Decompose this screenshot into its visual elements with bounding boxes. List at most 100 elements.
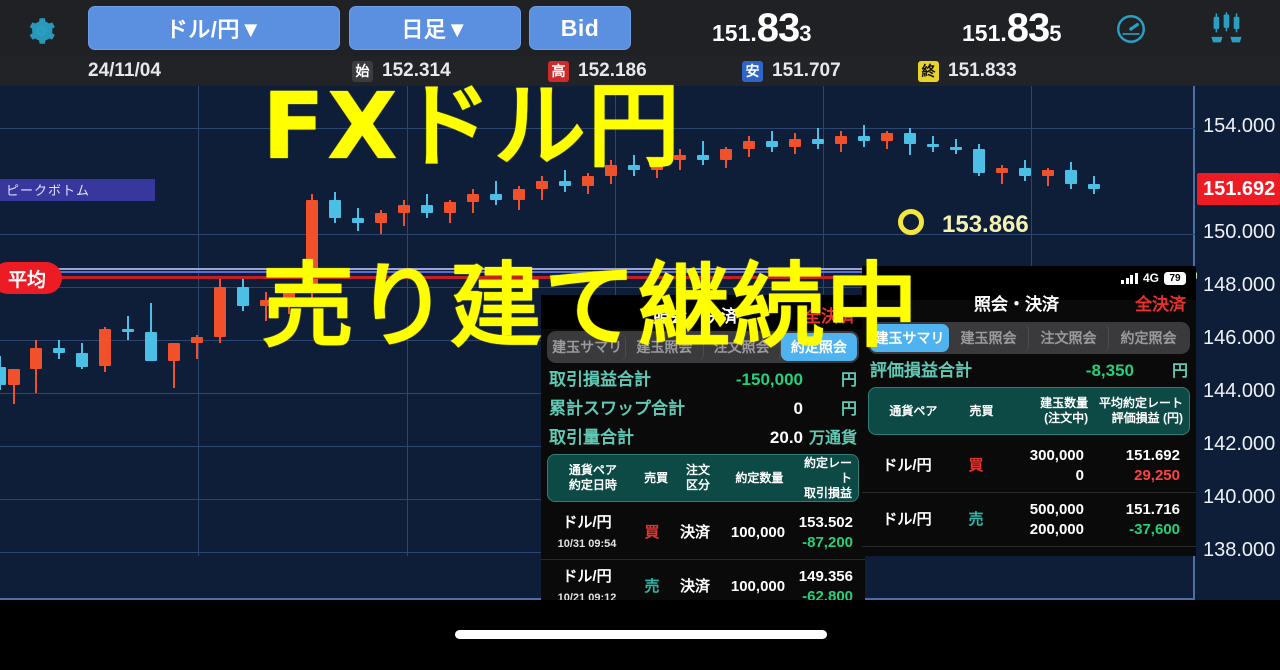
- popup-right-tab-2[interactable]: 注文照会: [1029, 324, 1109, 352]
- price-axis-tick: 138.000: [1203, 539, 1276, 561]
- price-axis-tick: 142.000: [1203, 433, 1276, 455]
- popup-right-summary: 評価損益合計 -8,350 円: [862, 354, 1196, 383]
- table-row[interactable]: ドル/円 買 300,000 0 151.692 29,250: [862, 439, 1196, 493]
- candle-body: [375, 212, 387, 224]
- open-value: 152.314: [382, 60, 451, 81]
- candle-body: [996, 167, 1008, 174]
- popup-left-tab-0[interactable]: 建玉サマリ: [549, 333, 627, 361]
- candle-wick: [955, 138, 957, 155]
- candle-body: [329, 199, 341, 219]
- popup-right-tabs[interactable]: 建玉サマリ 建玉照会 注文照会 約定照会: [868, 322, 1190, 354]
- popup-left-summary-value: 0: [793, 399, 803, 418]
- bid-price-minor: 3: [799, 21, 812, 46]
- open-badge: 始: [352, 60, 373, 82]
- ask-price-minor: 5: [1049, 21, 1062, 46]
- popup-left-col-header: 約定数量: [735, 470, 784, 485]
- average-badge: 平均: [0, 262, 62, 294]
- popup-right-settle-all-button[interactable]: 全決済: [1135, 295, 1186, 314]
- candle-body: [0, 366, 6, 386]
- row-side: 売: [968, 510, 984, 528]
- popup-right-summary-unit: 円: [1171, 363, 1188, 380]
- ask-price-display[interactable]: 151. 83 5: [962, 8, 1062, 48]
- popup-right-tab-0[interactable]: 建玉サマリ: [870, 324, 949, 352]
- ask-price-integer: 151.: [962, 20, 1007, 46]
- candle-wick: [1047, 167, 1049, 187]
- candle-body: [145, 332, 157, 362]
- bid-ask-toggle-button[interactable]: Bid: [529, 6, 631, 50]
- candle-body: [122, 329, 134, 333]
- ohlc-open: 始 152.314: [352, 60, 451, 82]
- network-type-label: 4G: [1142, 271, 1159, 285]
- candle-wick: [150, 302, 152, 354]
- popup-left-summary-row: 取引量合計 20.0 万通貨: [541, 421, 865, 450]
- candle-wick: [13, 377, 15, 404]
- price-axis[interactable]: 151.692 154.000 150.000 148.000 146.000 144.…: [1197, 86, 1280, 600]
- candle-body: [927, 143, 939, 147]
- order-history-popup[interactable]: 照会・決済 全決済 建玉サマリ 建玉照会 注文照会 約定照会 取引損益合計 -150,0…: [541, 295, 865, 600]
- popup-left-summary-value: -150,000: [735, 370, 803, 389]
- popup-right-tab-3[interactable]: 約定照会: [1120, 330, 1177, 346]
- row-quantity: 100,000: [730, 523, 786, 541]
- position-summary-popup[interactable]: 4G 79 照会・決済 全決済 建玉サマリ 建玉照会 注文照会 約定照会 評価損益合計…: [862, 266, 1196, 556]
- timeframe-button[interactable]: 日足▼: [349, 6, 521, 50]
- candle-body: [950, 146, 962, 150]
- candle-body: [168, 342, 180, 362]
- candle-body: [536, 181, 548, 189]
- popup-left-settle-all-button[interactable]: 全決済: [804, 307, 855, 326]
- price-axis-tick: 140.000: [1203, 486, 1276, 508]
- candle-wick: [564, 170, 566, 192]
- battery-level-badge: 79: [1164, 271, 1186, 285]
- popup-right-table-body[interactable]: ドル/円買 300,000 0 151.692 29,250 ドル/円売 500,000 20…: [862, 439, 1196, 547]
- trading-app: ドル/円▼ 日足▼ Bid 151. 83 3 151. 83 5: [0, 0, 1280, 600]
- last-price-line: [0, 276, 1195, 279]
- popup-left-col-header: 約定レート 取引損益: [803, 455, 852, 500]
- popup-left-tab-1[interactable]: 建玉照会: [626, 333, 704, 361]
- price-axis-tick: 144.000: [1203, 380, 1276, 402]
- table-row[interactable]: ドル/円 10/31 09:54 買 決済 100,000 153.502 -87,200: [541, 506, 865, 560]
- ohlc-close: 終 151.833: [918, 60, 1017, 82]
- indicator-line-mid: [0, 271, 1195, 273]
- popup-left-tab-3[interactable]: 約定照会: [780, 333, 857, 361]
- home-indicator[interactable]: [455, 630, 827, 639]
- candle-body: [789, 138, 801, 147]
- candle-body: [559, 181, 571, 187]
- price-axis-tick: 146.000: [1203, 327, 1276, 349]
- candle-body: [720, 149, 732, 160]
- candle-body: [1042, 170, 1054, 176]
- candle-body: [191, 337, 203, 343]
- price-axis-tick: 154.000: [1203, 115, 1276, 137]
- popup-left-summary-label: 取引量合計: [549, 428, 634, 447]
- bid-price-display[interactable]: 151. 83 3: [712, 8, 812, 48]
- popup-right-nav-inquiry[interactable]: 照会・決済: [974, 295, 1059, 314]
- candle-body: [628, 165, 640, 171]
- candle-body: [99, 329, 111, 367]
- candle-wick: [196, 334, 198, 359]
- price-axis-tick: 148.000: [1203, 274, 1276, 296]
- speedometer-icon[interactable]: [1113, 12, 1151, 46]
- candle-body: [743, 141, 755, 150]
- popup-right-col-header: 平均約定レート 評価損益 (円): [1098, 396, 1183, 425]
- table-row[interactable]: ドル/円 売 500,000 200,000 151.716 -37,600: [862, 493, 1196, 547]
- gear-icon[interactable]: [24, 14, 58, 48]
- popup-left-summary-value: 20.0: [769, 428, 803, 447]
- candle-body: [53, 347, 65, 354]
- candle-body: [904, 133, 916, 144]
- popup-left-tabs[interactable]: 建玉サマリ 建玉照会 注文照会 約定照会: [547, 331, 859, 363]
- popup-left-nav-inquiry[interactable]: 照会・決済: [653, 307, 738, 326]
- top-toolbar: ドル/円▼ 日足▼ Bid 151. 83 3 151. 83 5: [0, 0, 1280, 56]
- popup-right-col-header: 建玉数量 (注文中): [1040, 396, 1089, 425]
- candle-wick: [127, 316, 129, 340]
- popup-left-summary-label: 累計スワップ合計: [549, 399, 685, 418]
- popup-right-tab-1[interactable]: 建玉照会: [949, 324, 1029, 352]
- row-pair: ドル/円: [882, 510, 932, 528]
- bid-price-integer: 151.: [712, 20, 757, 46]
- ohlc-date: 24/11/04: [88, 60, 161, 81]
- row-side: 売: [644, 577, 660, 595]
- candle-body: [8, 369, 20, 386]
- currency-pair-button[interactable]: ドル/円▼: [88, 6, 340, 50]
- candlestick-icon[interactable]: [1208, 12, 1246, 46]
- popup-left-tab-2[interactable]: 注文照会: [704, 333, 781, 361]
- candle-body: [490, 194, 502, 200]
- popup-left-table-body[interactable]: ドル/円 10/31 09:54 買決済 100,000 153.502 -87,200 ド…: [541, 506, 865, 600]
- table-row[interactable]: ドル/円 10/21 09:12 売 決済 100,000 149.356 -62,800: [541, 560, 865, 600]
